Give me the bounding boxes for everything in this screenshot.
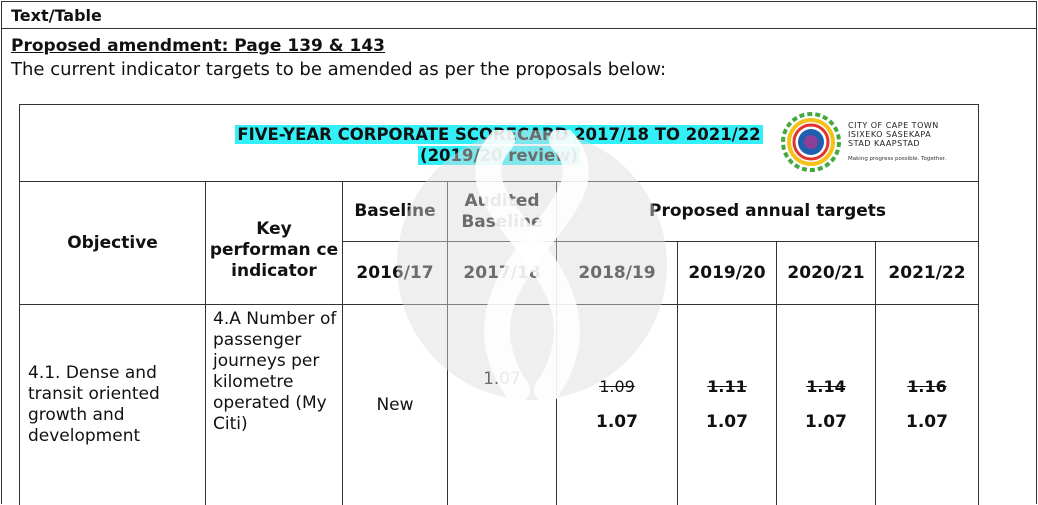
city-of-cape-town-logo: CITY OF CAPE TOWN ISIXEKO SASEKAPA STAD … bbox=[780, 111, 975, 175]
old-target-value: 1.11 bbox=[707, 377, 747, 396]
logo-slogan: Making progress possible. Together. bbox=[848, 156, 947, 162]
audited-baseline-cell: 1.07 bbox=[447, 304, 557, 505]
old-target-value: 1.09 bbox=[599, 377, 635, 396]
scorecard-title-line1: FIVE-YEAR CORPORATE SCORECARD 2017/18 TO… bbox=[235, 125, 763, 144]
year-header: 2016/17 bbox=[342, 241, 448, 305]
new-target-value: 1.07 bbox=[906, 412, 948, 432]
old-target-value: 1.14 bbox=[806, 377, 846, 396]
logo-line-3: STAD KAAPSTAD bbox=[848, 139, 921, 148]
audited-baseline-header: Audited Baseline bbox=[447, 181, 557, 242]
audited-baseline-value: 1.07 bbox=[483, 369, 521, 389]
scorecard-title-line2: (2019/20 review) bbox=[418, 146, 580, 165]
proposed-targets-header: Proposed annual targets bbox=[556, 181, 979, 242]
target-cell: 1.09 1.07 bbox=[556, 304, 678, 505]
logo-text: CITY OF CAPE TOWN ISIXEKO SASEKAPA STAD … bbox=[848, 121, 939, 148]
new-target-value: 1.07 bbox=[706, 412, 748, 432]
logo-line-1: CITY OF CAPE TOWN bbox=[848, 121, 939, 130]
amendment-title: Proposed amendment: Page 139 & 143 bbox=[11, 36, 386, 56]
objective-header: Objective bbox=[19, 181, 206, 305]
logo-line-2: ISIXEKO SASEKAPA bbox=[848, 130, 932, 139]
amendment-intro: The current indicator targets to be amen… bbox=[11, 59, 667, 80]
scorecard-title-cell: FIVE-YEAR CORPORATE SCORECARD 2017/18 TO… bbox=[19, 104, 979, 182]
objective-cell: 4.1. Dense and transit oriented growth a… bbox=[19, 304, 206, 505]
new-target-value: 1.07 bbox=[805, 412, 847, 432]
year-header: 2019/20 bbox=[677, 241, 777, 305]
year-header: 2017/18 bbox=[447, 241, 557, 305]
new-target-value: 1.07 bbox=[596, 412, 638, 432]
target-cell: 1.11 1.07 bbox=[677, 304, 777, 505]
kpi-header: Key performan ce indicator bbox=[205, 181, 343, 305]
kpi-cell: 4.A Number of passenger journeys per kil… bbox=[205, 304, 343, 505]
baseline-header: Baseline bbox=[342, 181, 448, 242]
section-header: Text/Table bbox=[2, 2, 1036, 29]
year-header: 2021/22 bbox=[875, 241, 979, 305]
city-emblem-icon bbox=[781, 112, 841, 172]
old-target-value: 1.16 bbox=[907, 377, 947, 396]
target-cell: 1.16 1.07 bbox=[875, 304, 979, 505]
year-header: 2020/21 bbox=[776, 241, 876, 305]
corporate-scorecard-table: FIVE-YEAR CORPORATE SCORECARD 2017/18 TO… bbox=[19, 104, 979, 505]
target-cell: 1.14 1.07 bbox=[776, 304, 876, 505]
year-header: 2018/19 bbox=[556, 241, 678, 305]
baseline-cell: New bbox=[342, 304, 448, 505]
